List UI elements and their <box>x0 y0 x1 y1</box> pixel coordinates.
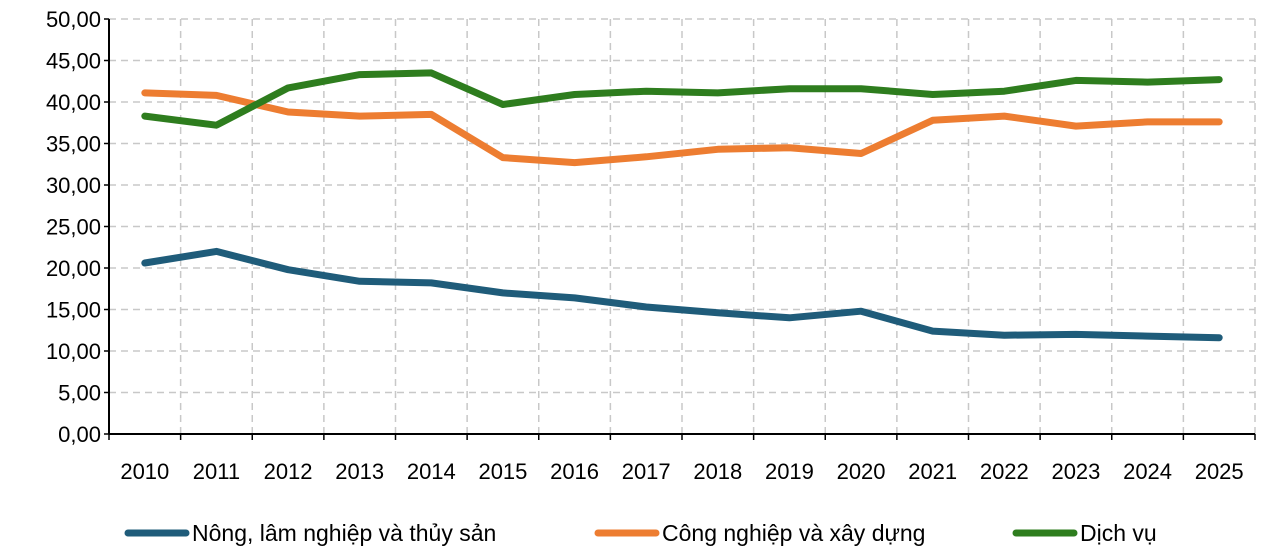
x-tick-label: 2013 <box>335 459 384 484</box>
x-tick-label: 2022 <box>980 459 1029 484</box>
legend: Nông, lâm nghiệp và thủy sản Công nghiệp … <box>124 520 1157 546</box>
y-tick-labels: 0,00 5,00 10,00 15,00 20,00 25,00 30,00 35,00 40… <box>46 7 101 447</box>
x-tick-label: 2023 <box>1051 459 1100 484</box>
x-tick-label: 2025 <box>1195 459 1244 484</box>
y-tick-label: 40,00 <box>46 90 101 115</box>
y-tick-label: 30,00 <box>46 173 101 198</box>
x-tick-label: 2021 <box>908 459 957 484</box>
y-tick-label: 10,00 <box>46 339 101 364</box>
x-tick-label: 2011 <box>193 459 240 484</box>
x-tick-label: 2020 <box>837 459 886 484</box>
x-tick-label: 2016 <box>550 459 599 484</box>
y-tick-label: 15,00 <box>46 298 101 323</box>
x-tick-label: 2017 <box>622 459 671 484</box>
legend-label: Công nghiệp và xây dựng <box>662 520 925 546</box>
series-lines <box>141 69 1223 342</box>
x-tick-label: 2015 <box>478 459 527 484</box>
x-tick-label: 2012 <box>264 459 313 484</box>
series-line-3 <box>141 69 1223 129</box>
y-tick-label: 35,00 <box>46 132 101 157</box>
y-tick-label: 45,00 <box>46 49 101 74</box>
x-tick-label: 2018 <box>693 459 742 484</box>
series-line-1 <box>141 247 1223 342</box>
x-tick-label: 2019 <box>765 459 814 484</box>
y-tick-label: 5,00 <box>58 381 101 406</box>
x-tick-labels: 2010 2011 2012 2013 2014 2015 2016 2017 2018 2019… <box>120 459 1243 484</box>
y-tick-label: 25,00 <box>46 215 101 240</box>
y-tick-label: 50,00 <box>46 7 101 32</box>
legend-label: Nông, lâm nghiệp và thủy sản <box>192 520 496 546</box>
y-tick-label: 20,00 <box>46 256 101 281</box>
axes <box>104 18 1256 440</box>
series-line-2 <box>141 89 1223 167</box>
x-tick-label: 2010 <box>120 459 169 484</box>
legend-label: Dịch vụ <box>1080 520 1157 546</box>
y-tick-label: 0,00 <box>58 422 101 447</box>
x-tick-label: 2014 <box>407 459 456 484</box>
x-tick-label: 2024 <box>1123 459 1172 484</box>
gridlines <box>109 18 1256 434</box>
